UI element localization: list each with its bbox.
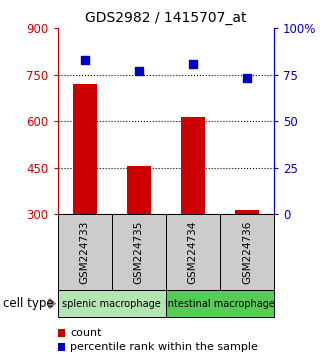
- Text: count: count: [70, 328, 101, 338]
- Point: [82, 57, 87, 63]
- Point: [136, 68, 142, 74]
- Text: GSM224734: GSM224734: [188, 221, 198, 284]
- Bar: [235, 210, 259, 214]
- Text: GSM224736: GSM224736: [242, 221, 252, 284]
- Point: [244, 76, 249, 81]
- Text: percentile rank within the sample: percentile rank within the sample: [70, 342, 258, 352]
- Bar: [73, 84, 97, 214]
- Point: [190, 61, 195, 67]
- Text: cell type: cell type: [3, 297, 54, 310]
- Text: GSM224735: GSM224735: [134, 221, 144, 284]
- Bar: [127, 166, 151, 214]
- Text: intestinal macrophage: intestinal macrophage: [165, 298, 275, 309]
- Bar: [181, 116, 205, 214]
- Text: GSM224733: GSM224733: [80, 221, 90, 284]
- Title: GDS2982 / 1415707_at: GDS2982 / 1415707_at: [85, 11, 247, 24]
- Text: splenic macrophage: splenic macrophage: [62, 298, 161, 309]
